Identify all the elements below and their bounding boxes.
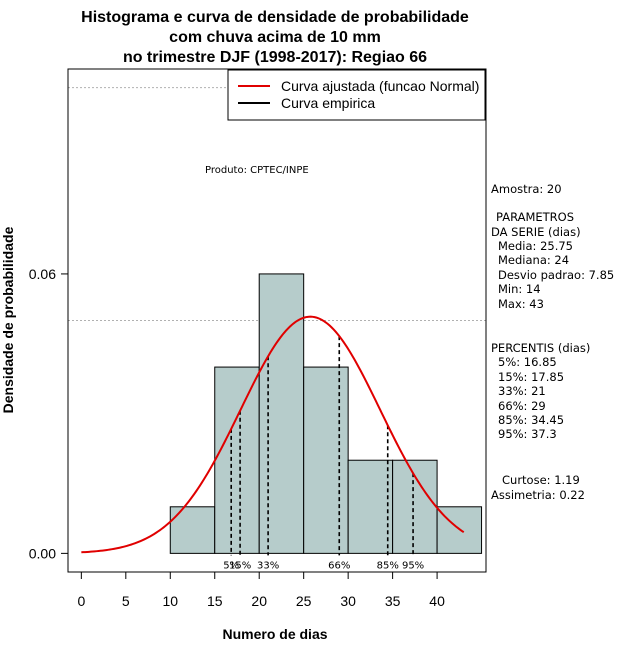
chart-title-line-3: no trimestre DJF (1998-2017): Regiao 66 — [123, 49, 427, 66]
stat-min: Min: 14 — [498, 282, 541, 296]
stat-p95: 95%: 37.3 — [498, 427, 557, 441]
x-axis-label: Numero de dias — [222, 626, 327, 642]
percentile-label-3: 66% — [328, 560, 350, 571]
stat-sample: Amostra: 20 — [491, 182, 562, 196]
stat-mediana: Mediana: 24 — [498, 253, 569, 267]
percentile-lines — [230, 336, 414, 556]
stat-params-title-2: DA SERIE (dias) — [491, 225, 581, 239]
percentile-label-2: 33% — [257, 560, 279, 571]
x-tick-label-4: 20 — [251, 593, 267, 609]
x-tick-label-7: 35 — [385, 593, 401, 609]
percentile-label-0: 5% — [223, 560, 239, 571]
stat-max: Max: 43 — [498, 297, 544, 311]
normal-curve — [81, 315, 465, 554]
stat-media: Media: 25.75 — [498, 239, 573, 253]
stat-p15: 15%: 17.85 — [498, 370, 564, 384]
percentile-label-5: 95% — [402, 560, 424, 571]
stat-p66: 66%: 29 — [498, 399, 546, 413]
x-tick-label-3: 15 — [207, 593, 223, 609]
legend-label-empirical: Curva empirica — [281, 95, 375, 111]
stat-p33: 33%: 21 — [498, 384, 546, 398]
normal-curve-group — [81, 315, 465, 554]
x-tick-label-2: 10 — [162, 593, 178, 609]
stat-desvio: Desvio padrao: 7.85 — [498, 268, 614, 282]
chart-title-line-2: com chuva acima de 10 mm — [169, 29, 381, 46]
y-tick-label-1: 0.06 — [29, 266, 56, 282]
stat-p85: 85%: 34.45 — [498, 413, 564, 427]
percentile-label-4: 85% — [377, 560, 399, 571]
stat-curtose: Curtose: 1.19 — [502, 473, 580, 487]
x-tick-label-0: 0 — [77, 593, 85, 609]
stat-p5: 5%: 16.85 — [498, 355, 557, 369]
y-axis-label: Densidade de probabilidade — [0, 226, 16, 413]
x-tick-label-1: 5 — [122, 593, 130, 609]
product-annotation: Produto: CPTEC/INPE — [205, 165, 309, 176]
percentile-label-1: 15% — [229, 560, 251, 571]
plot-frame — [67, 68, 487, 573]
y-axis: 0.00 0.06 — [29, 266, 68, 561]
stat-assimetria: Assimetria: 0.22 — [491, 488, 585, 502]
histogram-bar-2 — [258, 273, 305, 554]
chart-title-line-1: Histograma e curva de densidade de proba… — [81, 9, 469, 26]
x-tick-label-6: 30 — [340, 593, 356, 609]
legend: Curva ajustada (funcao Normal) Curva emp… — [227, 69, 486, 121]
x-tick-label-5: 25 — [296, 593, 312, 609]
histogram-bar-5 — [392, 459, 438, 554]
x-tick-label-8: 40 — [429, 593, 445, 609]
stat-params-title-1: PARAMETROS — [496, 210, 574, 224]
histogram-bars — [169, 273, 483, 554]
legend-label-fitted: Curva ajustada (funcao Normal) — [281, 78, 479, 94]
percentile-labels: 5%15% 33% 66% 85% 95% — [223, 560, 424, 571]
legend-box — [227, 69, 486, 121]
histogram-bar-4 — [347, 459, 394, 554]
y-tick-label-0: 0.00 — [29, 545, 56, 561]
x-axis: 0 5 10 15 20 25 30 35 40 — [77, 572, 445, 609]
stats-panel: Amostra: 20 PARAMETROS DA SERIE (dias) M… — [491, 182, 614, 502]
histogram-bar-1 — [214, 366, 260, 554]
stat-percentis-title: PERCENTIS (dias) — [491, 341, 590, 355]
histogram-bar-3 — [303, 366, 349, 554]
